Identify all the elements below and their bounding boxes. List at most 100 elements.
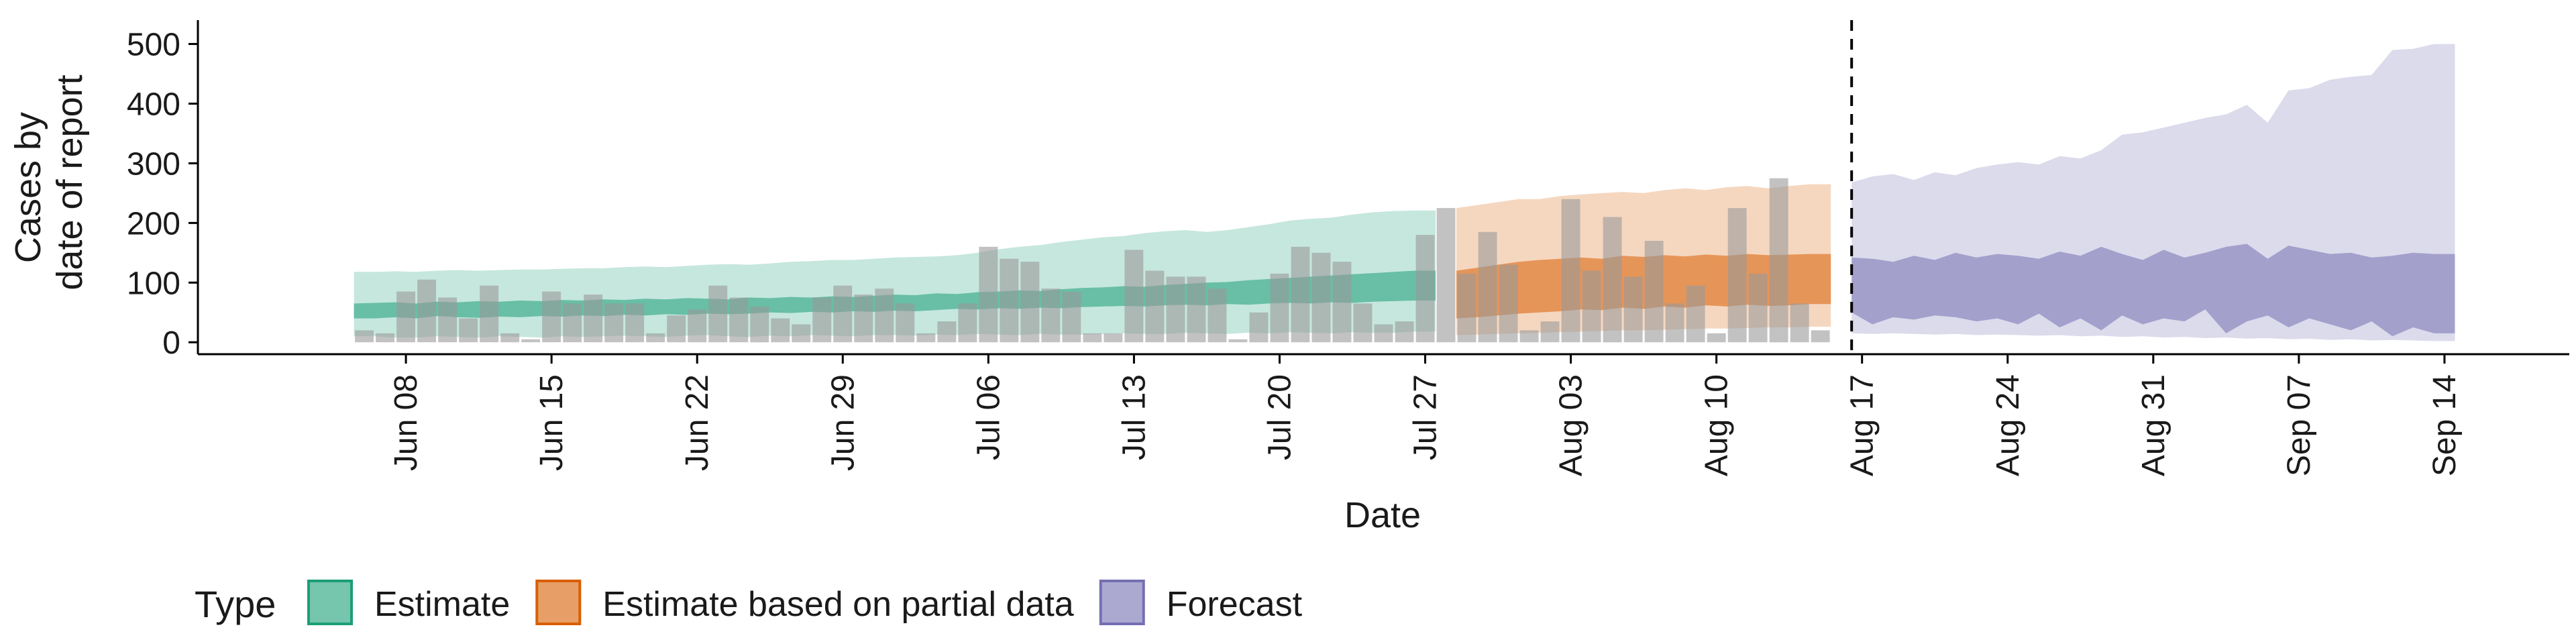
reported-cases-bar [1540,321,1560,343]
reported-cases-bar [1623,276,1643,343]
reported-cases-bar [667,315,686,343]
x-tick-label: Aug 10 [1699,374,1735,476]
reported-cases-bar [1020,262,1040,343]
reported-cases-bar [1665,303,1684,343]
reported-cases-bar [1228,339,1248,343]
reported-cases-bar [1083,333,1102,343]
reported-cases-bar [1519,330,1539,343]
reported-cases-bar [875,288,894,343]
reported-cases-bar [792,324,811,343]
reported-cases-bar [854,294,873,343]
plot-area [354,20,2455,354]
x-tick-label: Jul 13 [1116,374,1152,460]
reported-cases-bar [438,297,458,343]
reported-cases-bar [1187,276,1206,343]
reported-cases-bar [1208,288,1227,343]
x-tick-label: Aug 17 [1845,374,1880,476]
y-tick-label: 300 [127,146,180,182]
reported-cases-bar [521,339,541,343]
x-axis-label: Date [1344,495,1421,535]
reported-cases-bar [1457,273,1477,343]
reported-cases-bar [1499,264,1518,343]
x-tick-label: Jun 08 [388,374,424,471]
y-axis-label: Cases by date of report [8,74,90,290]
y-tick-label: 0 [162,325,180,361]
reported-cases-bar [459,318,478,343]
legend-label-forecast: Forecast [1167,585,1303,624]
reported-cases-bar [1166,276,1185,343]
x-tick-label: Sep 14 [2427,374,2463,476]
reported-cases-bar [812,297,832,343]
reported-cases-bar [1332,262,1352,343]
x-tick-label: Aug 24 [1990,374,2026,476]
x-tick-label: Jul 20 [1263,374,1298,460]
reported-cases-bar [1561,199,1580,343]
reported-cases-bar [1478,231,1497,343]
estimate-inner-band [354,270,1436,319]
reported-cases-bar [937,321,957,343]
reported-cases-bar [1769,178,1788,343]
reported-cases-bar [1249,312,1269,343]
reported-cases-bar [1041,288,1061,343]
reported-cases-bar [1790,303,1809,343]
legend: Type Estimate Estimate based on partial d… [195,580,1303,625]
reported-cases-bar [1727,208,1747,343]
reported-cases-bar [1415,235,1435,343]
legend-title: Type [195,583,276,625]
reported-cases-bar [1124,250,1144,343]
reported-cases-bar [750,306,769,343]
x-tick-label: Aug 03 [1554,374,1589,476]
legend-label-estimate: Estimate [374,585,510,624]
ribbon-layer [354,44,2455,341]
reported-cases-bar [1104,333,1123,343]
reported-cases-bar [1395,321,1414,343]
legend-swatch-estimate-based-on-partial-data [535,580,582,625]
reported-cases-bar [1748,273,1768,343]
reported-cases-bar [1062,291,1081,343]
reported-cases-bar [1686,285,1705,343]
reported-cases-bar [584,294,603,343]
y-tick-label: 100 [127,266,180,301]
x-tick-label: Sep 07 [2282,374,2317,476]
legend-label-estimate-based-on-partial-data: Estimate based on partial data [602,585,1074,624]
reported-cases-bar [771,318,790,343]
reported-cases-bar [1644,241,1664,343]
y-axis-label-line-1: Cases by [8,112,48,263]
axes: 0 100 200 300 400 500 Jun 08 Jun 15 Jun 22 Jun 2… [127,20,2569,476]
reported-cases-bar [1353,303,1373,343]
reported-cases-bar [1145,270,1165,343]
y-axis-ticks: 0 100 200 300 400 500 [127,28,198,361]
x-tick-label: Jul 06 [971,374,1006,460]
reported-cases-bar [604,303,624,343]
reported-cases-bar [833,285,853,343]
x-axis-ticks: Jun 08 Jun 15 Jun 22 Jun 29 Jul 06 Jul 13 Jul … [388,354,2463,476]
y-tick-label: 500 [127,28,180,63]
x-tick-label: Jun 15 [534,374,570,471]
reported-cases-bar [396,291,415,343]
reported-cases-bar [1270,273,1289,343]
reported-cases-bar [1291,246,1310,343]
x-tick-label: Jul 27 [1408,374,1444,460]
reported-cases-bar [1374,324,1393,343]
x-tick-label: Jun 29 [825,374,861,471]
y-axis-label-line-2: date of report [50,74,90,290]
y-tick-label: 200 [127,206,180,241]
reported-cases-bar [376,333,394,343]
reported-cases-bar [1582,270,1601,343]
reported-cases-bar [1436,208,1456,343]
reported-cases-bar [688,309,707,343]
legend-swatch-forecast [1099,580,1145,625]
reported-cases-bar [896,303,915,343]
reported-cases-bar [563,303,582,343]
x-tick-label: Jun 22 [680,374,715,471]
legend-entries: Estimate Estimate based on partial data Fo… [307,580,1303,625]
reported-cases-bar [1311,252,1331,343]
reported-cases-bar [1603,217,1622,343]
reported-cases-bar [646,333,665,343]
legend-swatch-estimate [307,580,353,625]
reported-cases-bar [958,303,977,343]
reported-cases-bar [355,330,374,343]
forecast-inner-band [1851,244,2455,337]
y-tick-label: 400 [127,87,180,123]
